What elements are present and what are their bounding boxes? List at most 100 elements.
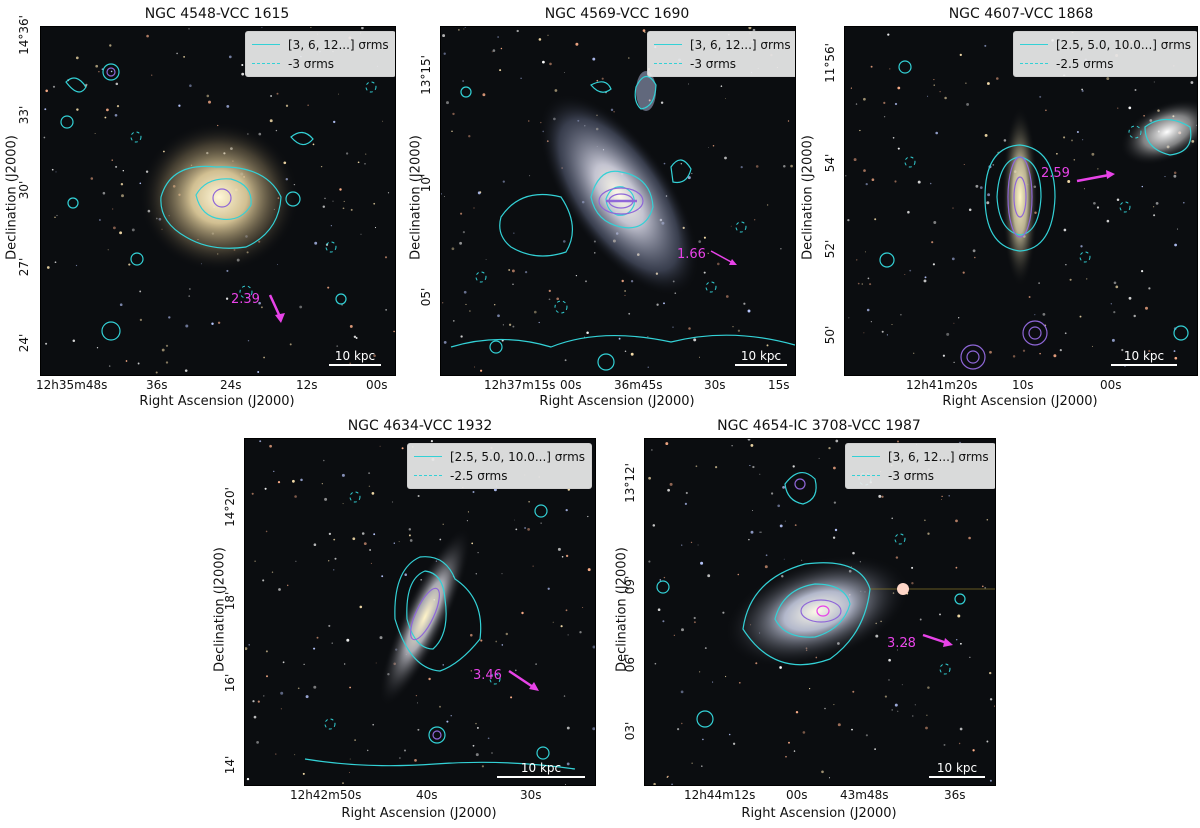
galaxy-image: [2.5, 5.0, 10.0...] σrms -2.5 σrms 3.46 … — [244, 438, 596, 786]
panel-title: NGC 4607-VCC 1868 — [948, 6, 1094, 22]
legend-dashed-swatch — [1020, 63, 1048, 64]
velocity-label: 2.39 — [231, 292, 260, 307]
legend-label-negative: -3 σrms — [288, 56, 335, 71]
legend-label-positive: [3, 6, 12...] σrms — [288, 37, 389, 52]
image-canvas — [245, 440, 595, 785]
x-axis-label: Right Ascension (J2000) — [942, 394, 1098, 409]
x-tick: 40s — [416, 788, 438, 802]
scale-label: 10 kpc — [1123, 349, 1165, 363]
legend: [2.5, 5.0, 10.0...] σrms -2.5 σrms — [1013, 31, 1197, 77]
velocity-arrow — [508, 669, 534, 689]
x-tick: 12h44m12s — [684, 788, 756, 802]
galaxy-image: [3, 6, 12...] σrms -3 σrms 3.28 10 kpc — [644, 438, 996, 786]
y-axis-label: Declination (J2000) — [4, 135, 20, 260]
contours — [60, 63, 347, 341]
velocity-label: 3.28 — [887, 636, 916, 651]
y-axis-label: Declination (J2000) — [800, 135, 816, 260]
y-tick: 54' — [823, 153, 837, 173]
y-tick: 14' — [223, 755, 237, 775]
velocity-arrow — [1076, 173, 1110, 183]
legend-dashed-swatch — [414, 475, 442, 476]
y-tick: 03' — [623, 721, 637, 741]
scale-bar: 10 kpc — [1111, 349, 1177, 366]
y-axis-label: Declination (J2000) — [614, 547, 630, 672]
legend: [3, 6, 12...] σrms -3 σrms — [647, 31, 795, 77]
y-tick: 14°36' — [17, 15, 31, 55]
y-axis-label: Declination (J2000) — [408, 135, 424, 260]
x-axis-label: Right Ascension (J2000) — [539, 394, 695, 409]
legend-solid-swatch — [654, 44, 682, 45]
y-axis-label: Declination (J2000) — [212, 547, 228, 672]
legend-solid-swatch — [414, 456, 442, 457]
scale-bar: 10 kpc — [497, 761, 585, 778]
x-tick: 15s — [768, 378, 790, 392]
scale-label: 10 kpc — [520, 761, 562, 775]
scale-bar: 10 kpc — [735, 349, 787, 366]
y-tick: 13°12' — [623, 463, 637, 503]
scale-label: 10 kpc — [740, 349, 782, 363]
legend-label-negative: -3 σrms — [690, 56, 737, 71]
legend-dashed-swatch — [654, 63, 682, 64]
legend-dashed-swatch — [852, 475, 880, 476]
velocity-arrow — [710, 250, 734, 264]
x-tick: 43m48s — [840, 788, 889, 802]
y-tick: 11°56' — [823, 43, 837, 83]
legend-label-positive: [2.5, 5.0, 10.0...] σrms — [450, 449, 586, 464]
galaxy-disk — [1002, 107, 1038, 287]
scale-bar: 10 kpc — [929, 761, 985, 778]
x-tick: 12s — [296, 378, 318, 392]
contours — [656, 472, 966, 728]
panel-title: NGC 4654-IC 3708-VCC 1987 — [717, 418, 921, 434]
panel-title: NGC 4634-VCC 1932 — [347, 418, 493, 434]
x-axis-label: Right Ascension (J2000) — [341, 806, 497, 821]
contours — [879, 60, 1192, 341]
image-canvas — [648, 439, 995, 785]
scale-label: 10 kpc — [936, 761, 978, 775]
galaxy-disk — [379, 527, 471, 707]
legend-label-negative: -3 σrms — [888, 468, 935, 483]
legend: [3, 6, 12...] σrms -3 σrms — [845, 443, 995, 489]
legend-label-positive: [3, 6, 12...] σrms — [888, 449, 989, 464]
image-canvas — [441, 27, 795, 372]
legend: [3, 6, 12...] σrms -3 σrms — [245, 31, 395, 77]
legend-label-negative: -2.5 σrms — [1056, 56, 1114, 71]
x-tick: 36s — [146, 378, 168, 392]
x-tick: 00s — [366, 378, 388, 392]
galaxy-disk — [139, 122, 299, 272]
legend-solid-swatch — [252, 44, 280, 45]
image-canvas — [845, 30, 1197, 370]
x-axis-label: Right Ascension (J2000) — [139, 394, 295, 409]
x-axis-label: Right Ascension (J2000) — [741, 806, 897, 821]
legend-solid-swatch — [1020, 44, 1048, 45]
x-tick: 30s — [704, 378, 726, 392]
velocity-label: 2.59 — [1041, 166, 1070, 181]
x-tick: 00s — [786, 788, 808, 802]
y-tick: 52' — [823, 239, 837, 259]
galaxy-image: [3, 6, 12...] σrms -3 σrms 2.39 10 kpc — [40, 26, 396, 376]
legend-label-negative: -2.5 σrms — [450, 468, 508, 483]
legend-label-positive: [2.5, 5.0, 10.0...] σrms — [1056, 37, 1192, 52]
y-tick: 24' — [17, 333, 31, 353]
x-tick: 00s — [560, 378, 582, 392]
image-canvas — [43, 27, 395, 374]
legend-dashed-swatch — [252, 63, 280, 64]
x-tick: 12h37m15s — [484, 378, 556, 392]
contours — [450, 75, 795, 371]
galaxy-image: [2.5, 5.0, 10.0...] σrms -2.5 σrms 2.59 … — [844, 26, 1198, 376]
x-tick: 30s — [520, 788, 542, 802]
scale-bar: 10 kpc — [329, 349, 381, 366]
contours — [304, 504, 576, 770]
velocity-label: 3.46 — [473, 668, 502, 683]
x-tick: 00s — [1100, 378, 1122, 392]
legend-solid-swatch — [852, 456, 880, 457]
galaxy-image: [3, 6, 12...] σrms -3 σrms 1.66 10 kpc — [440, 26, 796, 376]
velocity-arrow — [922, 633, 948, 645]
galaxy-disk — [539, 93, 699, 297]
x-tick: 36s — [944, 788, 966, 802]
legend: [2.5, 5.0, 10.0...] σrms -2.5 σrms — [407, 443, 593, 489]
scale-label: 10 kpc — [334, 349, 376, 363]
panel-title: NGC 4569-VCC 1690 — [544, 6, 690, 22]
x-tick: 12h42m50s — [290, 788, 362, 802]
velocity-label: 1.66 — [677, 247, 706, 262]
panel-title: NGC 4548-VCC 1615 — [144, 6, 290, 22]
